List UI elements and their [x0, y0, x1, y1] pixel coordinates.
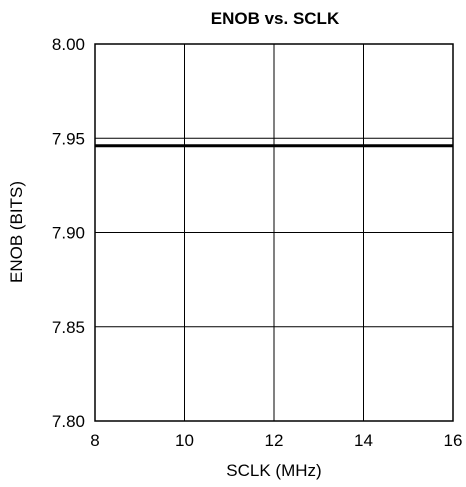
y-tick-label-7-85: 7.85 [52, 318, 85, 337]
y-tick-label-8-00: 8.00 [52, 35, 85, 54]
y-tick-label-7-90: 7.90 [52, 224, 85, 243]
x-axis-title: SCLK (MHz) [226, 461, 321, 480]
tick-label-layer: 8 10 12 14 16 7.80 7.85 7.90 7.95 8.00 [52, 35, 463, 450]
x-tick-label-12: 12 [265, 431, 284, 450]
grid-layer [95, 44, 453, 421]
plot-frame [94, 43, 454, 422]
x-tick-label-16: 16 [444, 431, 463, 450]
y-tick-label-7-80: 7.80 [52, 412, 85, 431]
chart-title: ENOB vs. SCLK [211, 9, 340, 28]
x-tick-label-14: 14 [354, 431, 373, 450]
y-tick-label-7-95: 7.95 [52, 129, 85, 148]
x-tick-label-8: 8 [90, 431, 99, 450]
y-axis-title: ENOB (BITS) [7, 181, 26, 283]
x-tick-label-10: 10 [175, 431, 194, 450]
